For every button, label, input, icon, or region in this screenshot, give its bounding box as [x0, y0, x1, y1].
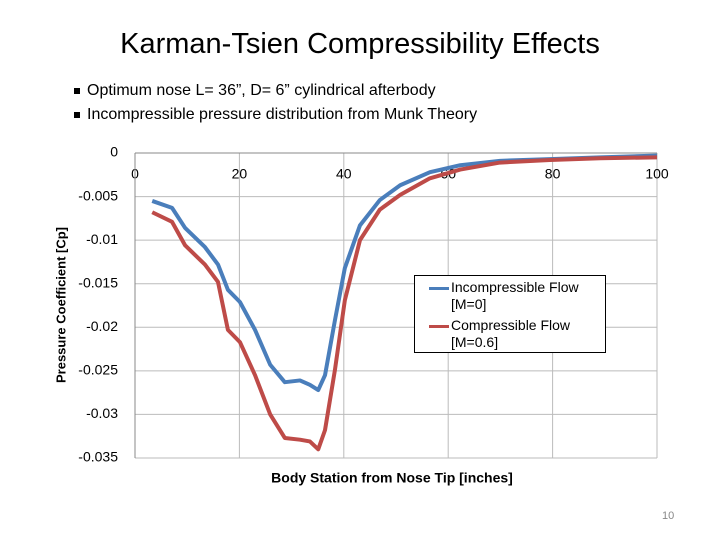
x-tick-label: 100 [645, 166, 669, 182]
y-tick-label: -0.03 [86, 405, 118, 421]
x-tick-label: 20 [232, 166, 248, 182]
y-axis-label: Pressure Coefficient [Cp] [53, 227, 68, 383]
y-tick-label: -0.01 [86, 231, 118, 247]
legend-item: Compressible Flow [M=0.6] [415, 317, 601, 351]
legend-item: Incompressible Flow [M=0] [415, 279, 601, 313]
slide-title: Karman-Tsien Compressibility Effects [120, 28, 600, 60]
y-tick-label: 0 [110, 144, 118, 160]
line-series [151, 153, 658, 393]
y-tick-label: -0.02 [86, 318, 118, 334]
legend-label: Incompressible Flow [M=0] [451, 279, 579, 312]
legend-swatch [429, 287, 449, 290]
y-tick-label: -0.025 [78, 362, 118, 378]
page-number: 10 [662, 510, 675, 522]
bullet: Incompressible pressure distribution fro… [74, 106, 477, 124]
x-tick-label: 80 [545, 166, 561, 182]
y-tick-label: -0.015 [78, 274, 118, 290]
x-tick-label: 40 [336, 166, 352, 182]
y-tick-label: -0.035 [78, 449, 118, 465]
legend-swatch [429, 325, 449, 328]
line-series [151, 155, 658, 452]
legend-label: Compressible Flow [M=0.6] [451, 317, 571, 350]
y-tick-label: -0.005 [78, 187, 118, 203]
x-axis-label: Body Station from Nose Tip [inches] [271, 470, 513, 486]
legend: Incompressible Flow [M=0] Compressible Fl… [414, 275, 606, 353]
bullet: Optimum nose L= 36”, D= 6” cylindrical a… [74, 82, 436, 100]
